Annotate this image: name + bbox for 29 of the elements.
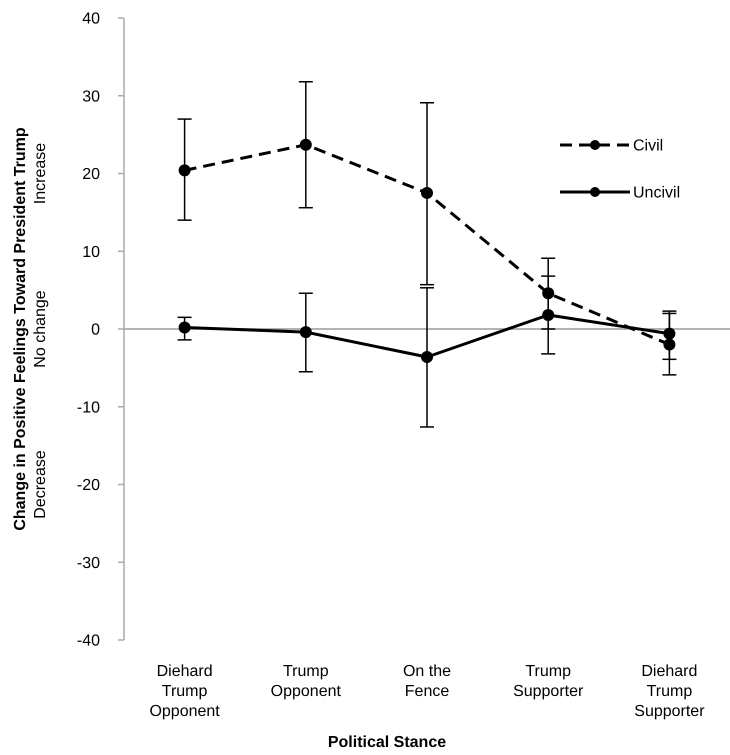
point <box>663 328 676 340</box>
text: Increase <box>32 142 49 204</box>
x-axis-title: Political Stance <box>328 734 446 751</box>
x-tick-label: On the Fence <box>402 663 452 700</box>
text: Decrease <box>32 450 49 519</box>
x-tick-label: Trump Opponent <box>270 663 342 700</box>
y-tick-label: -10 <box>76 399 100 416</box>
legend-label: Civil <box>633 138 664 155</box>
x-tick-label: Trump Supporter <box>513 663 584 700</box>
x-tick-label: Diehard Trump Supporter <box>634 663 706 720</box>
y-tick-label: 10 <box>82 244 100 261</box>
y-tick-label: -30 <box>76 554 100 572</box>
y-tick-label: 30 <box>82 88 100 106</box>
point <box>421 186 433 199</box>
y-tick-label: -20 <box>76 477 100 494</box>
y-tick-label: 40 <box>82 10 100 28</box>
point <box>421 350 433 363</box>
point <box>542 309 554 322</box>
legend-label: Uncivil <box>633 184 680 202</box>
point <box>178 164 191 176</box>
y-axis-title: Change in Positive Feelings Toward President Trump <box>12 127 29 531</box>
point <box>300 326 312 338</box>
y-tick-label: 20 <box>82 166 100 184</box>
point <box>300 138 312 151</box>
point <box>178 321 191 334</box>
x-tick-label: Diehard Trump Opponent <box>149 663 220 720</box>
y-tick-label: 0 <box>91 322 100 339</box>
text: No change <box>32 290 49 368</box>
y-tick-label: -40 <box>76 632 100 650</box>
